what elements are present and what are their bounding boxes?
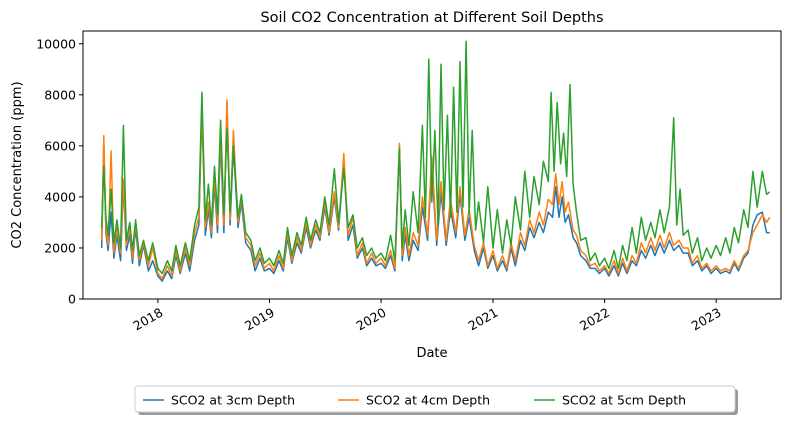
series-line-3 <box>100 40 771 275</box>
plot-frame <box>82 30 782 300</box>
y-tick-label: 6000 <box>44 138 76 153</box>
y-tick-label: 2000 <box>44 240 76 255</box>
series-line-2 <box>100 99 771 280</box>
chart-title: Soil CO2 Concentration at Different Soil… <box>260 10 603 26</box>
series-line-1 <box>100 101 770 282</box>
x-tick-label: 2020 <box>354 305 389 334</box>
y-tick-label: 0 <box>68 292 76 307</box>
y-axis: 0 2000 4000 6000 8000 10000 <box>36 36 83 307</box>
legend-label: SCO2 at 5cm Depth <box>562 393 686 408</box>
x-tick-label: 2018 <box>130 305 165 334</box>
x-tick-label: 2019 <box>242 305 277 334</box>
legend-box <box>134 385 736 413</box>
x-axis-label: Date <box>416 346 447 361</box>
x-tick-label: 2021 <box>465 305 500 334</box>
y-tick-label: 8000 <box>44 87 76 102</box>
y-tick-label: 4000 <box>44 189 76 204</box>
y-axis-label: CO2 Concentration (ppm) <box>10 81 25 248</box>
legend-label: SCO2 at 3cm Depth <box>171 393 295 408</box>
x-axis: 2018 2019 2020 2021 2022 2023 <box>130 299 724 334</box>
legend-label: SCO2 at 4cm Depth <box>366 393 490 408</box>
y-tick-label: 10000 <box>36 36 76 51</box>
plot-area <box>82 30 782 300</box>
x-tick-label: 2023 <box>689 305 724 334</box>
legend: SCO2 at 3cm Depth SCO2 at 4cm Depth SCO2 a… <box>134 385 738 415</box>
x-tick-label: 2022 <box>577 305 612 334</box>
